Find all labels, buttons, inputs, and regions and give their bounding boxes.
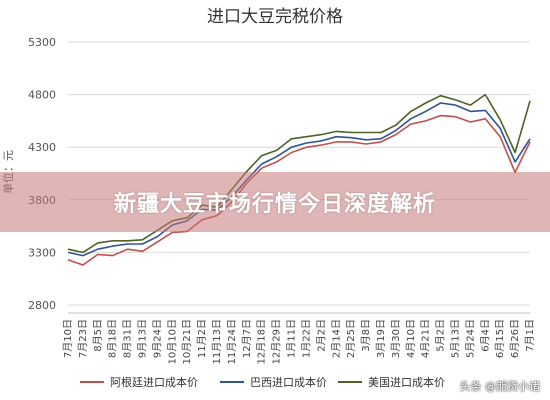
- x-tick-label: 8月31日: [122, 319, 134, 358]
- series-layer: [67, 93, 531, 266]
- x-tick-label: 6月4日: [479, 319, 491, 352]
- x-tick-label: 1月22日: [300, 319, 312, 358]
- x-tick-label: 12月18日: [256, 319, 268, 364]
- x-tick-label: 8月18日: [107, 319, 119, 358]
- x-tick-label: 5月24日: [464, 319, 476, 358]
- x-tick-label: 9月24日: [151, 319, 163, 358]
- x-tick-label: 11月13日: [211, 319, 223, 364]
- y-tick-label: 4800: [28, 89, 56, 102]
- x-tick-label: 5月2日: [435, 319, 447, 352]
- series-line-2: [67, 93, 531, 254]
- x-tick-label: 3月8日: [360, 319, 372, 352]
- x-tick-label: 5月13日: [449, 319, 461, 358]
- x-axis: 7月10日 7月23日 8月5日 8月18日 8月31日 9月13日 9月24日 10月10日…: [62, 312, 536, 364]
- y-tick-label: 2800: [28, 299, 56, 312]
- x-tick-label: 12月7日: [241, 319, 253, 358]
- series-line-0: [67, 114, 531, 266]
- chart-title: 进口大豆完税价格: [207, 7, 343, 27]
- x-tick-label: 7月10日: [62, 319, 74, 358]
- watermark: 头条 @期货小诸: [459, 380, 541, 393]
- series-line-1: [67, 102, 531, 257]
- y-tick-label: 3300: [28, 246, 56, 259]
- x-tick-label: 11月24日: [226, 319, 238, 364]
- x-tick-label: 2月2日: [315, 319, 327, 352]
- x-tick-label: 1月11日: [286, 319, 298, 358]
- x-tick-label: 6月26日: [509, 319, 521, 358]
- legend-label-1: 巴西进口成本价: [250, 375, 327, 389]
- legend-label-0: 阿根廷进口成本价: [110, 375, 198, 389]
- x-tick-label: 3月19日: [375, 319, 387, 358]
- x-tick-label: 4月21日: [420, 319, 432, 358]
- y-tick-label: 5300: [28, 36, 56, 49]
- legend: 阿根廷进口成本价 巴西进口成本价 美国进口成本价: [80, 375, 445, 389]
- legend-label-2: 美国进口成本价: [368, 375, 445, 389]
- x-tick-label: 8月5日: [92, 319, 104, 352]
- x-tick-label: 10月21日: [181, 319, 193, 364]
- title-banner: 新疆大豆市场行情今日深度解析: [0, 172, 550, 232]
- x-tick-label: 10月10日: [166, 319, 178, 364]
- x-tick-label: 6月15日: [494, 319, 506, 358]
- y-axis: 280033003800430048005300: [28, 36, 56, 312]
- x-tick-label: 11月2日: [196, 319, 208, 358]
- x-tick-label: 4月10日: [405, 319, 417, 358]
- x-tick-label: 2月25日: [345, 319, 357, 358]
- x-tick-label: 2月14日: [330, 319, 342, 358]
- x-tick-label: 3月30日: [390, 319, 402, 358]
- grid-layer: [68, 41, 530, 306]
- x-tick-label: 7月23日: [77, 319, 89, 358]
- y-tick-label: 4300: [28, 141, 56, 154]
- banner-text: 新疆大豆市场行情今日深度解析: [113, 192, 436, 217]
- x-tick-label: 7月1日: [524, 319, 536, 352]
- x-tick-label: 12月29日: [271, 319, 283, 364]
- x-tick-label: 9月13日: [137, 319, 149, 358]
